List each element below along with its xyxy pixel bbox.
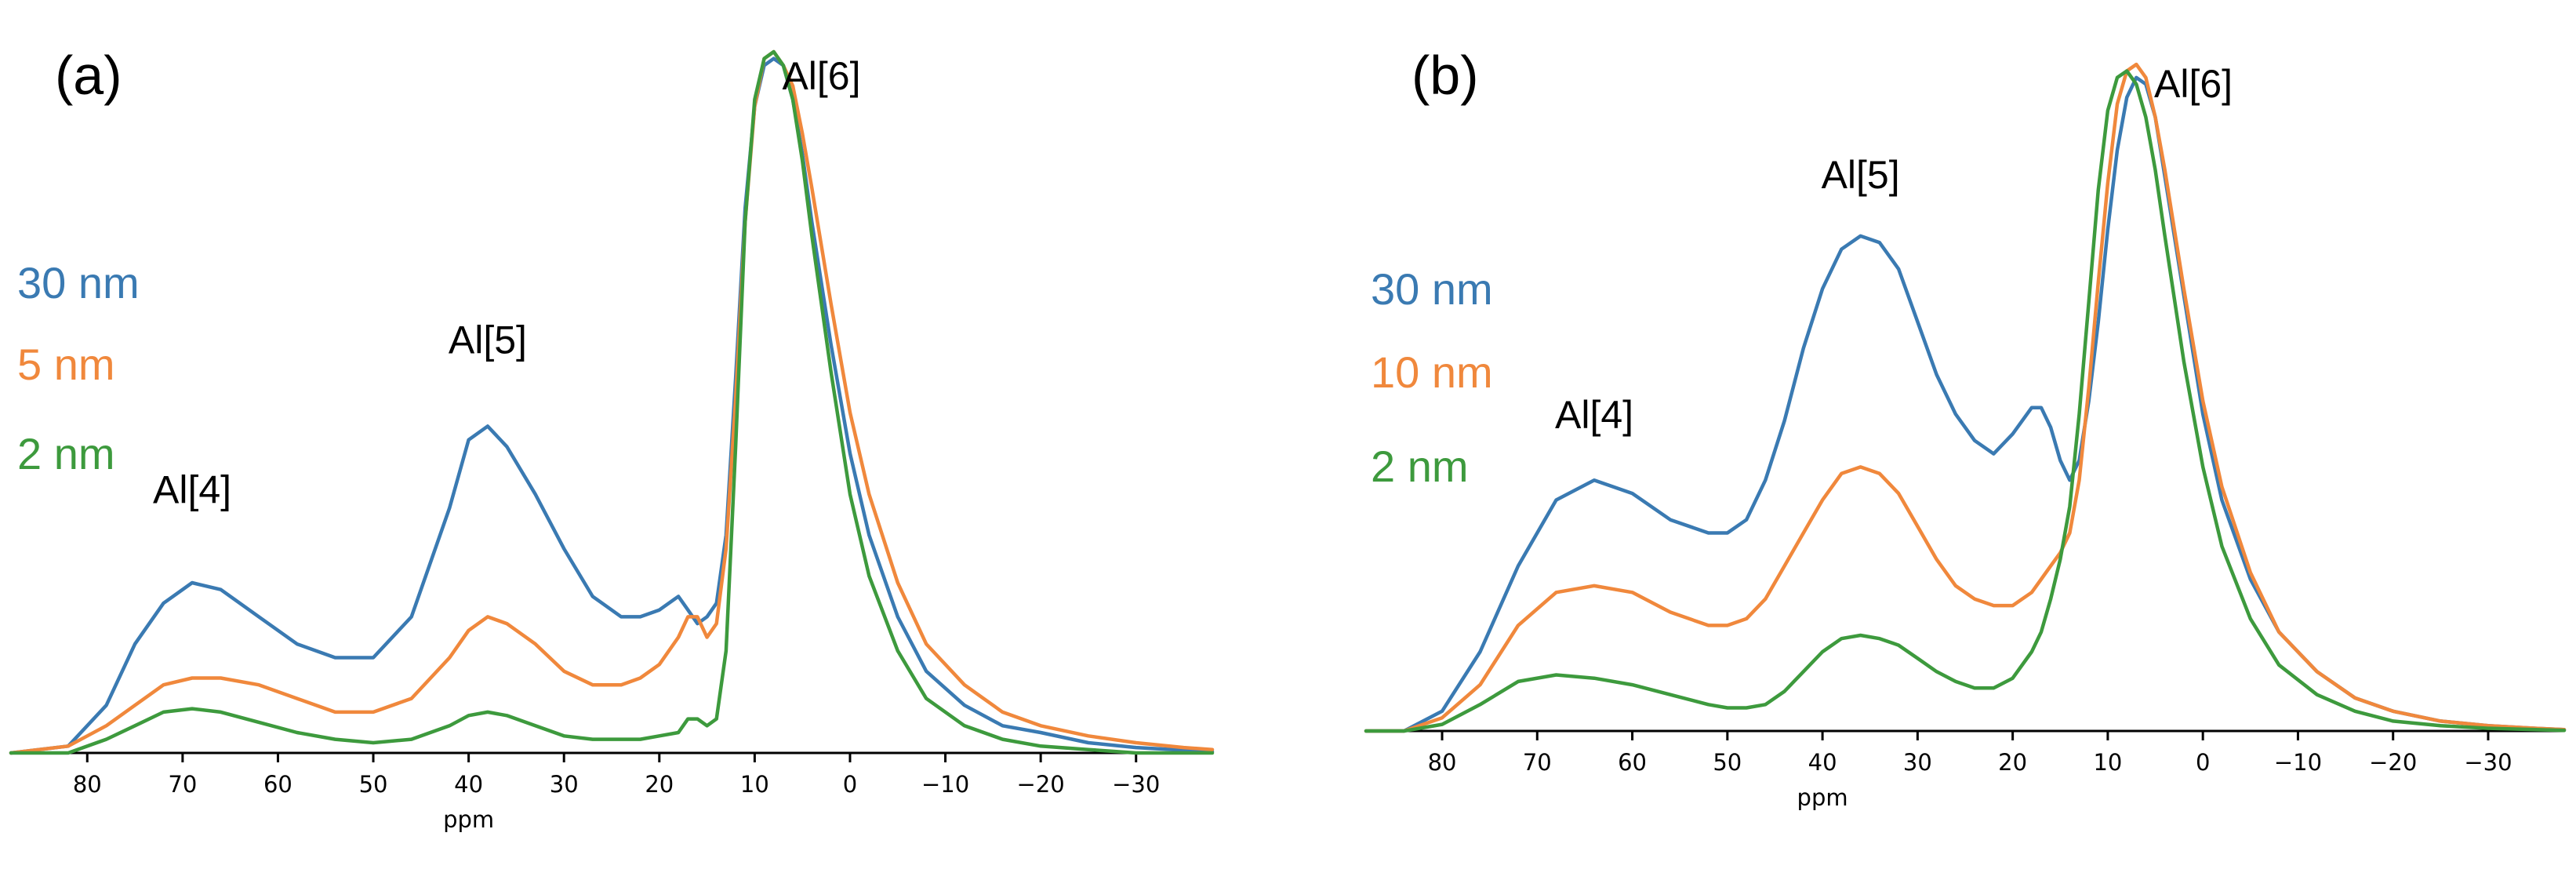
x-tick-label: 50 [1713,749,1742,776]
x-tick-label: 40 [454,771,483,798]
x-tick-label: 30 [1903,749,1932,776]
chart-panel-a: 80 70 60 50 40 30 20 10 0 −10 −20 −30 ppm (a) 30 nm 5 n… [9,45,1215,833]
x-axis-label: ppm [443,806,494,833]
series-line-2-nm [9,49,1215,755]
x-tick-label: −30 [2464,749,2512,776]
series-line-30-nm [9,56,1215,755]
x-tick-label: 0 [843,771,857,798]
x-tick-label: 0 [2196,749,2210,776]
peak-annotation: Al[5] [1822,153,1900,197]
x-tick-label: −20 [1017,771,1065,798]
x-tick-label: −10 [2274,749,2322,776]
x-tick-label: 70 [168,771,197,798]
x-tick-label: 80 [1428,749,1457,776]
legend-item-5-nm: 5 nm [17,340,115,389]
panel-label: (a) [55,45,122,106]
x-tick-label: 60 [263,771,292,798]
x-tick-label: −10 [921,771,969,798]
x-tick-label: 20 [645,771,674,798]
x-tick-label: 10 [2093,749,2122,776]
series-line-10-nm [1364,62,2567,733]
peak-annotation: Al[5] [449,318,527,362]
series-line-30-nm [1364,75,2567,733]
x-tick-label: −20 [2369,749,2417,776]
x-tick-label: 20 [1998,749,2027,776]
legend-item-30-nm: 30 nm [1371,264,1493,314]
peak-annotation: Al[6] [782,54,860,98]
legend-item-30-nm: 30 nm [17,258,140,307]
peak-annotation: Al[4] [1555,393,1633,437]
x-tick-label: 40 [1808,749,1837,776]
x-axis-label: ppm [1797,784,1848,811]
x-tick-label: 30 [550,771,579,798]
legend-item-2-nm: 2 nm [17,429,115,478]
series-line-2-nm [1364,69,2567,733]
x-tick-label: −30 [1112,771,1160,798]
peak-annotation: Al[4] [153,468,231,512]
x-tick-label: 60 [1618,749,1647,776]
x-tick-label: 50 [359,771,388,798]
x-tick-label: 70 [1523,749,1552,776]
series-line-5-nm [9,49,1215,755]
x-tick-label: 10 [740,771,769,798]
legend-item-2-nm: 2 nm [1371,442,1469,491]
chart-panel-b: 80 70 60 50 40 30 20 10 0 −10 −20 −30 ppm (b) 30 nm 10 … [1364,45,2567,811]
x-tick-label: 80 [73,771,102,798]
peak-annotation: Al[6] [2154,62,2233,106]
panel-label: (b) [1412,45,1479,106]
legend-item-10-nm: 10 nm [1371,347,1493,397]
